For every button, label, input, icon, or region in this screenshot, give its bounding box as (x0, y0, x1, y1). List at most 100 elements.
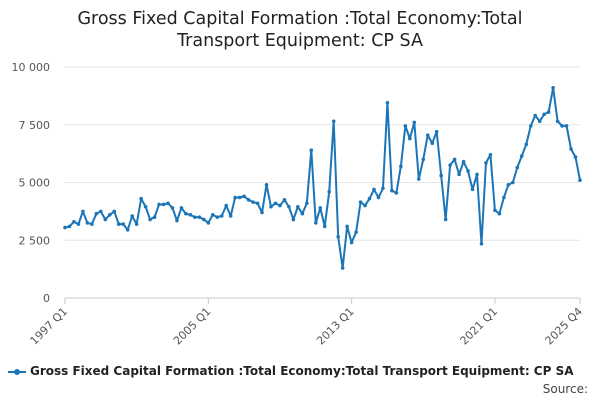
data-point[interactable] (107, 213, 112, 217)
data-point[interactable] (143, 204, 148, 209)
data-point[interactable] (184, 211, 188, 216)
data-point[interactable] (125, 228, 130, 232)
data-point[interactable] (340, 266, 345, 270)
data-point[interactable] (502, 195, 506, 200)
data-point[interactable] (421, 157, 426, 162)
data-point[interactable] (573, 155, 578, 159)
data-point[interactable] (63, 225, 67, 230)
data-point[interactable] (121, 222, 126, 226)
data-point[interactable] (224, 203, 229, 208)
data-point[interactable] (202, 217, 206, 222)
data-point[interactable] (376, 195, 381, 200)
data-point[interactable] (215, 215, 220, 219)
data-point[interactable] (90, 222, 94, 226)
data-point[interactable] (367, 196, 372, 201)
data-point[interactable] (488, 152, 493, 157)
data-point[interactable] (336, 234, 340, 239)
data-point[interactable] (578, 178, 582, 182)
data-point[interactable] (452, 157, 457, 162)
data-point[interactable] (372, 187, 376, 192)
data-point[interactable] (76, 222, 81, 226)
data-point[interactable] (179, 206, 184, 210)
data-point[interactable] (237, 195, 242, 200)
data-point[interactable] (322, 224, 327, 229)
data-point[interactable] (363, 203, 367, 208)
data-point[interactable] (394, 191, 399, 195)
data-point[interactable] (434, 129, 439, 134)
data-point[interactable] (542, 112, 546, 117)
data-point[interactable] (85, 221, 90, 225)
data-point[interactable] (555, 119, 560, 124)
data-point[interactable] (470, 187, 475, 192)
data-point[interactable] (524, 142, 529, 147)
data-point[interactable] (313, 221, 318, 225)
data-point[interactable] (416, 177, 421, 181)
data-point[interactable] (345, 224, 349, 229)
data-point[interactable] (461, 159, 466, 164)
data-point[interactable] (130, 214, 134, 218)
data-point[interactable] (251, 200, 255, 204)
data-point[interactable] (425, 133, 430, 137)
data-point[interactable] (287, 204, 291, 209)
data-point[interactable] (282, 198, 287, 202)
data-point[interactable] (381, 186, 385, 191)
data-point[interactable] (152, 215, 157, 219)
data-point[interactable] (210, 213, 215, 217)
data-point[interactable] (273, 201, 278, 206)
data-point[interactable] (327, 189, 332, 194)
data-point[interactable] (484, 161, 488, 165)
data-point[interactable] (318, 206, 323, 210)
data-point[interactable] (358, 200, 363, 204)
data-point[interactable] (170, 206, 175, 210)
legend[interactable]: Gross Fixed Capital Formation :Total Eco… (8, 364, 598, 378)
data-point[interactable] (94, 211, 99, 216)
data-point[interactable] (197, 215, 202, 219)
data-point[interactable] (166, 201, 170, 206)
data-point[interactable] (278, 203, 282, 208)
data-point[interactable] (533, 113, 538, 118)
data-point[interactable] (112, 209, 117, 214)
data-point[interactable] (515, 165, 520, 170)
data-point[interactable] (497, 211, 502, 216)
data-point[interactable] (493, 208, 497, 213)
data-point[interactable] (331, 119, 336, 124)
data-point[interactable] (408, 136, 412, 141)
data-point[interactable] (385, 101, 390, 105)
data-point[interactable] (448, 163, 452, 167)
data-point[interactable] (560, 124, 564, 128)
data-point[interactable] (81, 209, 85, 214)
data-point[interactable] (161, 202, 166, 207)
data-point[interactable] (564, 124, 569, 128)
data-point[interactable] (305, 201, 309, 206)
data-point[interactable] (296, 204, 300, 209)
data-point[interactable] (519, 154, 524, 158)
data-point[interactable] (528, 124, 533, 128)
data-point[interactable] (291, 217, 296, 222)
data-point[interactable] (309, 148, 314, 152)
data-point[interactable] (134, 222, 139, 226)
data-point[interactable] (399, 164, 403, 169)
data-point[interactable] (219, 214, 224, 218)
data-point[interactable] (349, 240, 354, 245)
data-point[interactable] (354, 230, 358, 234)
data-point[interactable] (67, 224, 72, 229)
data-point[interactable] (443, 217, 448, 222)
data-point[interactable] (264, 183, 269, 187)
data-point[interactable] (157, 202, 161, 207)
data-point[interactable] (103, 217, 108, 222)
data-point[interactable] (475, 172, 479, 177)
data-point[interactable] (255, 201, 260, 206)
data-point[interactable] (269, 204, 273, 209)
data-point[interactable] (537, 119, 542, 124)
data-point[interactable] (148, 217, 152, 222)
data-point[interactable] (300, 211, 305, 216)
data-point[interactable] (228, 214, 233, 218)
data-point[interactable] (390, 188, 394, 193)
data-point[interactable] (466, 169, 470, 173)
data-point[interactable] (511, 180, 515, 185)
data-point[interactable] (430, 141, 435, 146)
data-point[interactable] (412, 120, 417, 125)
data-point[interactable] (569, 147, 573, 151)
data-point[interactable] (175, 218, 179, 223)
data-point[interactable] (479, 241, 484, 246)
